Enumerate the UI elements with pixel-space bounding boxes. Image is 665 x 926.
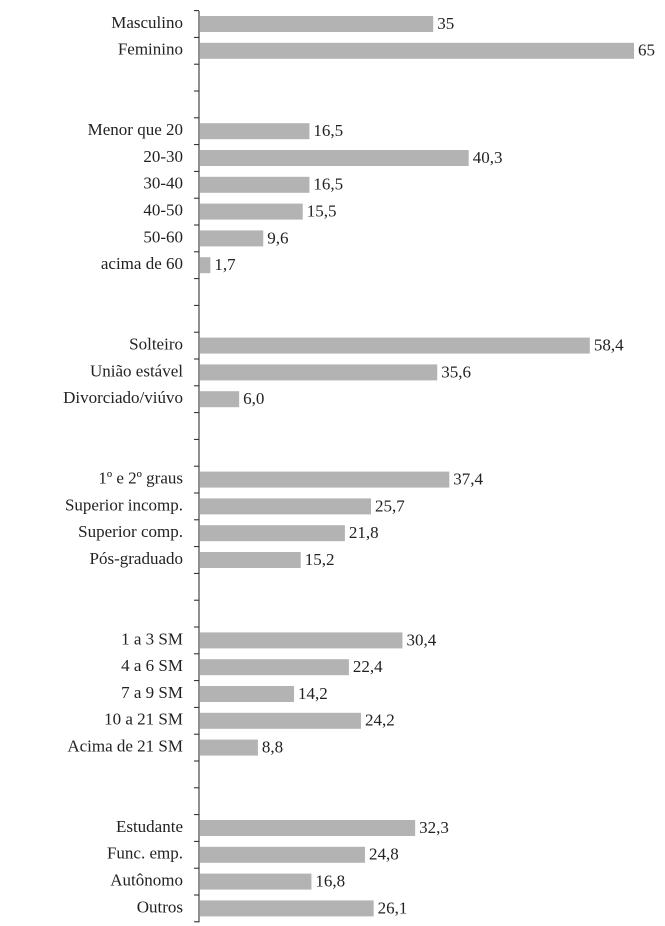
category-label: União estável — [90, 361, 183, 380]
bar — [200, 230, 264, 247]
bar — [200, 712, 361, 729]
bar — [200, 820, 416, 836]
category-label: 4 a 6 SM — [121, 656, 183, 675]
category-label: Func. emp. — [107, 844, 183, 863]
category-label: Masculino — [111, 13, 183, 32]
bar — [200, 498, 371, 515]
bar — [200, 257, 211, 274]
category-label: Superior comp. — [78, 522, 183, 541]
value-label: 1,7 — [214, 255, 236, 274]
value-label: 8,8 — [262, 738, 283, 757]
value-label: 25,7 — [375, 496, 405, 515]
category-label: Feminino — [118, 40, 183, 59]
category-label: 10 a 21 SM — [104, 710, 183, 729]
category-label: 1º e 2º graus — [98, 469, 183, 488]
bar — [200, 123, 310, 140]
category-label: 30-40 — [143, 174, 183, 193]
bar — [200, 846, 365, 863]
bar — [200, 739, 258, 756]
value-label: 6,0 — [243, 389, 264, 408]
category-label: Autônomo — [110, 871, 183, 890]
bar — [200, 16, 434, 32]
value-label: 15,2 — [305, 550, 335, 569]
bar — [200, 364, 438, 381]
value-label: 16,5 — [313, 175, 343, 194]
value-label: 22,4 — [353, 657, 383, 676]
bar — [200, 203, 303, 220]
category-label: Solteiro — [129, 335, 183, 354]
bar — [200, 632, 403, 649]
value-label: 14,2 — [298, 684, 328, 703]
bar — [200, 686, 295, 702]
value-label: 65 — [638, 41, 655, 60]
category-label: 50-60 — [143, 227, 183, 246]
category-label: Superior incomp. — [65, 495, 183, 514]
category-label: Pós-graduado — [90, 549, 183, 568]
category-label: Outros — [137, 897, 183, 916]
value-label: 35,6 — [441, 362, 471, 381]
category-label: acima de 60 — [101, 254, 183, 273]
value-label: 58,4 — [594, 336, 624, 355]
value-label: 32,3 — [419, 818, 449, 837]
value-label: 35 — [437, 14, 454, 33]
value-label: 26,1 — [378, 898, 408, 917]
value-label: 16,8 — [315, 872, 345, 891]
bar — [200, 471, 450, 488]
bar — [200, 150, 469, 166]
category-label: Divorciado/viúvo — [63, 388, 183, 407]
bar — [200, 525, 345, 542]
value-label: 37,4 — [453, 470, 483, 489]
category-label: 40-50 — [143, 201, 183, 220]
value-label: 24,2 — [365, 711, 395, 730]
value-label: 30,4 — [406, 630, 436, 649]
value-label: 15,5 — [307, 202, 337, 221]
bar — [200, 900, 374, 917]
bar — [200, 552, 301, 568]
bar — [200, 659, 349, 676]
category-label: 7 a 9 SM — [121, 683, 183, 702]
value-label: 9,6 — [267, 228, 288, 247]
bar — [200, 873, 312, 890]
value-label: 21,8 — [349, 523, 379, 542]
category-label: 20-30 — [143, 147, 183, 166]
value-label: 24,8 — [369, 845, 399, 864]
category-label: Acima de 21 SM — [67, 737, 183, 756]
bar — [200, 391, 240, 408]
category-label: Estudante — [116, 817, 183, 836]
bar — [200, 42, 634, 59]
category-label: Menor que 20 — [88, 120, 183, 139]
category-label: 1 a 3 SM — [121, 629, 183, 648]
value-label: 40,3 — [473, 148, 503, 167]
value-label: 16,5 — [313, 121, 343, 140]
bar — [200, 337, 590, 354]
bar — [200, 176, 310, 193]
